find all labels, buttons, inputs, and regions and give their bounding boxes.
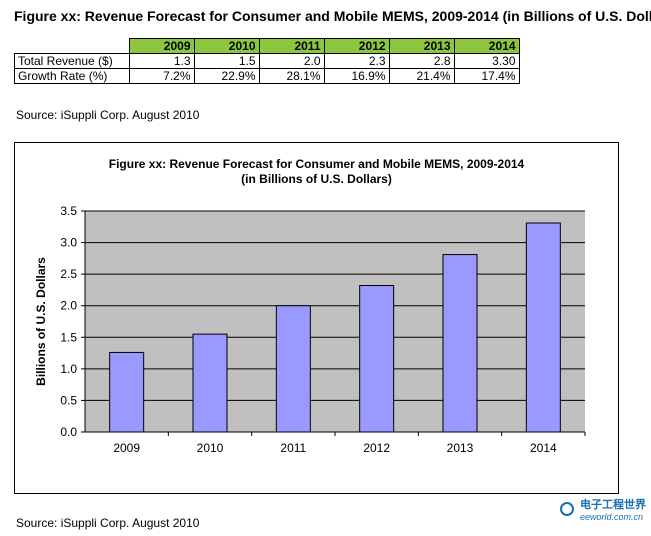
bar-chart: 0.0 0.5 1.0 1.5 2.0 2.5 3.0 3.5 2009 2010 2011 201… xyxy=(34,204,586,455)
table-year-header: 2013 xyxy=(388,38,455,54)
table-cell: 2.3 xyxy=(323,53,390,69)
bar xyxy=(442,254,478,433)
bar xyxy=(275,305,311,433)
x-tick-label: 2010 xyxy=(197,441,224,455)
y-tick-label: 1.5 xyxy=(60,330,77,344)
y-tick-label: 0.5 xyxy=(60,393,77,407)
table-cell: 22.9% xyxy=(193,68,260,84)
gridlines xyxy=(85,210,585,401)
bar xyxy=(359,285,395,433)
y-tick-label: 2.0 xyxy=(60,299,77,313)
source-note-top: Source: iSuppli Corp. August 2010 xyxy=(16,108,200,122)
table-row: Total Revenue ($) 1.3 1.5 2.0 2.3 2.8 3.… xyxy=(14,53,520,69)
chart-title-block: Figure xx: Revenue Forecast for Consumer… xyxy=(15,157,618,187)
table-cell: 2.0 xyxy=(258,53,325,69)
bar xyxy=(525,222,561,433)
table-cell: 28.1% xyxy=(258,68,325,84)
table-cell: 1.5 xyxy=(193,53,260,69)
axes xyxy=(81,210,586,436)
table-cell: 17.4% xyxy=(453,68,520,84)
x-tick-labels: 2009 2010 2011 2012 2013 2014 xyxy=(113,441,557,455)
y-tick-label: 3.0 xyxy=(60,236,77,250)
chart-frame: Figure xx: Revenue Forecast for Consumer… xyxy=(14,142,619,494)
table-year-header: 2011 xyxy=(258,38,325,54)
watermark-url: eeworld.com.cn xyxy=(580,512,644,522)
table-row-label: Growth Rate (%) xyxy=(14,68,130,84)
table-corner-cell xyxy=(14,38,130,54)
table-cell: 7.2% xyxy=(128,68,195,84)
y-tick-label: 2.5 xyxy=(60,267,77,281)
table-year-header: 2010 xyxy=(193,38,260,54)
table-year-header: 2012 xyxy=(323,38,390,54)
chart-subtitle: (in Billions of U.S. Dollars) xyxy=(241,172,392,186)
table-year-header: 2009 xyxy=(128,38,195,54)
y-tick-label: 0.0 xyxy=(60,425,77,439)
source-note-bottom: Source: iSuppli Corp. August 2010 xyxy=(16,516,200,530)
x-tick-label: 2014 xyxy=(530,441,557,455)
eeworld-logo-icon xyxy=(560,502,574,516)
y-tick-label: 1.0 xyxy=(60,362,77,376)
table-cell: 3.30 xyxy=(453,53,520,69)
revenue-table: 2009 2010 2011 2012 2013 2014 Total Reve… xyxy=(14,38,520,84)
bars xyxy=(109,222,561,433)
table-row-label: Total Revenue ($) xyxy=(14,53,130,69)
x-tick-label: 2011 xyxy=(280,441,306,455)
x-tick-label: 2009 xyxy=(113,441,140,455)
y-tick-labels: 0.0 0.5 1.0 1.5 2.0 2.5 3.0 3.5 xyxy=(60,204,77,439)
table-header-row: 2009 2010 2011 2012 2013 2014 xyxy=(14,38,520,54)
watermark-text: 电子工程世界 xyxy=(580,499,646,511)
x-tick-label: 2013 xyxy=(447,441,474,455)
watermark: 电子工程世界 eeworld.com.cn xyxy=(560,500,648,530)
table-cell: 2.8 xyxy=(388,53,455,69)
table-cell: 1.3 xyxy=(128,53,195,69)
chart-title: Figure xx: Revenue Forecast for Consumer… xyxy=(108,157,525,171)
table-cell: 16.9% xyxy=(323,68,390,84)
table-cell: 21.4% xyxy=(388,68,455,84)
y-tick-label: 3.5 xyxy=(60,204,77,218)
table-year-header: 2014 xyxy=(453,38,520,54)
x-tick-label: 2012 xyxy=(363,441,390,455)
y-axis-label: Billions of U.S. Dollars xyxy=(34,257,48,386)
bar xyxy=(192,333,228,433)
table-row: Growth Rate (%) 7.2% 22.9% 28.1% 16.9% 2… xyxy=(14,68,520,84)
bar xyxy=(109,351,145,433)
document-title: Figure xx: Revenue Forecast for Consumer… xyxy=(14,8,651,24)
plot-area xyxy=(85,211,585,432)
